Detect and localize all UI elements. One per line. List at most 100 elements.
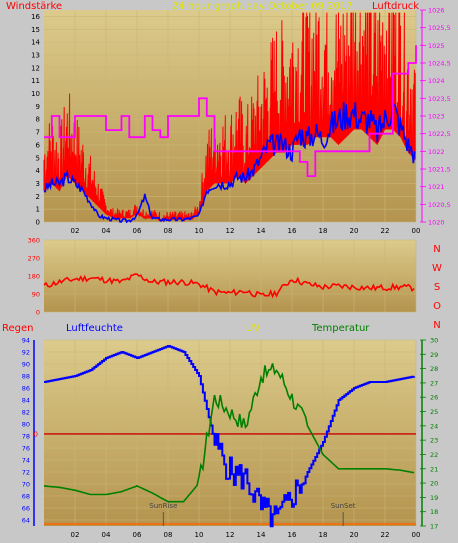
- temperature-axis-tick-label: 22: [430, 451, 438, 459]
- wind-x-tick-label: 10: [195, 227, 204, 235]
- sunrise-label: SunRise: [149, 502, 177, 510]
- wind-axis-tick-label: 9: [36, 103, 40, 111]
- humidity-x-tick-label: 02: [71, 531, 80, 539]
- wind-axis-tick-label: 4: [36, 167, 41, 175]
- pressure-axis-tick-label: 1026: [428, 7, 445, 15]
- temperature-axis-tick-label: 21: [430, 465, 438, 473]
- wind-x-tick-label: 08: [164, 227, 173, 235]
- humidity-x-tick-label: 18: [319, 531, 328, 539]
- temperature-axis-tick-label: 29: [430, 351, 438, 359]
- wind-x-tick-label: 18: [319, 227, 328, 235]
- pressure-axis-tick-label: 1020: [428, 219, 445, 227]
- humidity-axis-tick-label: 70: [22, 481, 30, 489]
- humidity-axis-tick-label: 86: [22, 385, 30, 393]
- wind-x-tick-label: 16: [288, 227, 297, 235]
- humidity-line: [44, 345, 416, 528]
- temperature-axis-tick-label: 26: [430, 394, 438, 402]
- pressure-axis-tick-label: 1024: [428, 77, 445, 85]
- wind-axis-tick-label: 13: [31, 51, 40, 59]
- wind-axis-tick-label: 1: [36, 206, 40, 214]
- temperature-axis-tick-label: 23: [430, 437, 438, 445]
- humidity-axis-tick-label: 66: [22, 505, 30, 513]
- wind-axis-tick-label: 11: [31, 77, 40, 85]
- humidity-x-tick-label: 16: [288, 531, 297, 539]
- wind-axis-tick-label: 2: [36, 193, 40, 201]
- humidity-axis-tick-label: 74: [22, 457, 30, 465]
- wind-axis-tick-label: 8: [36, 116, 40, 124]
- direction-axis-tick-label: 0: [36, 309, 40, 317]
- pressure-axis-tick-label: 1023: [428, 113, 445, 121]
- humidity-axis-tick-label: 88: [22, 373, 30, 381]
- humidity-axis-tick-label: 90: [22, 361, 30, 369]
- humidity-axis-tick-label: 94: [22, 337, 30, 345]
- temperature-axis-tick-label: 24: [430, 422, 438, 430]
- temperature-axis-tick-label: 20: [430, 480, 438, 488]
- wind-average-line: [43, 101, 416, 224]
- compass-letter: N: [433, 244, 440, 255]
- wind-axis-tick-label: 6: [36, 141, 41, 149]
- direction-axis-tick-label: 270: [28, 255, 40, 263]
- uv-axis-title: UV: [246, 323, 260, 334]
- humidity-x-tick-label: 20: [350, 531, 359, 539]
- wind-axis-tick-label: 12: [31, 64, 40, 72]
- pressure-axis-tick-label: 1025: [428, 42, 445, 50]
- rain-zero-label: 0: [34, 430, 38, 438]
- compass-letter: S: [434, 282, 440, 293]
- humidity-axis-tick-label: 80: [22, 421, 30, 429]
- temperature-axis-tick-label: 19: [430, 494, 438, 502]
- wind-axis-tick-label: 14: [31, 39, 40, 47]
- temperature-axis-tick-label: 27: [430, 379, 438, 387]
- pressure-axis-tick-label: 1022: [428, 148, 445, 156]
- wind-axis-title: Windstärke: [6, 1, 62, 12]
- wind-x-tick-label: 20: [350, 227, 359, 235]
- wind-axis-tick-label: 3: [36, 180, 40, 188]
- humidity-axis-tick-label: 68: [22, 493, 30, 501]
- direction-axis-tick-label: 360: [28, 237, 40, 245]
- humidity-axis-tick-label: 92: [22, 349, 30, 357]
- humidity-x-tick-label: 14: [257, 531, 266, 539]
- humidity-axis-tick-label: 72: [22, 469, 30, 477]
- wind-axis-tick-label: 10: [31, 90, 40, 98]
- humidity-axis-tick-label: 78: [22, 433, 30, 441]
- temperature-axis-tick-label: 30: [430, 337, 438, 345]
- wind-axis-tick-label: 5: [36, 154, 40, 162]
- humidity-x-tick-label: 10: [195, 531, 204, 539]
- direction-axis-tick-label: 90: [32, 291, 40, 299]
- wind-x-tick-label: 12: [226, 227, 235, 235]
- wind-x-tick-label: 22: [381, 227, 390, 235]
- temperature-axis-tick-label: 25: [430, 408, 438, 416]
- temperature-axis-tick-label: 18: [430, 508, 438, 516]
- compass-letter: N: [433, 320, 440, 331]
- wind-x-tick-label: 14: [257, 227, 266, 235]
- wind-direction-line: [43, 273, 415, 299]
- humidity-x-tick-label: 22: [381, 531, 390, 539]
- direction-axis-tick-label: 180: [28, 273, 40, 281]
- wind-axis-tick-label: 0: [36, 219, 40, 227]
- compass-letter: W: [432, 263, 442, 274]
- temperature-line: [43, 363, 415, 503]
- pressure-axis-tick-label: 1024,5: [428, 60, 451, 68]
- pressure-axis-tick-label: 1021: [428, 183, 445, 191]
- chart-title: 24 hour graph day October 09 2017: [172, 1, 353, 12]
- pressure-axis-tick-label: 1022,5: [428, 130, 451, 138]
- pressure-line: [44, 45, 417, 177]
- humidity-x-tick-label: 06: [133, 531, 142, 539]
- wind-x-tick-label: 06: [133, 227, 142, 235]
- rain-axis-title: Regen: [2, 323, 34, 334]
- humidity-x-tick-label: 00: [412, 531, 421, 539]
- sunset-label: SunSet: [331, 502, 356, 510]
- humidity-x-tick-label: 12: [226, 531, 235, 539]
- humidity-axis-tick-label: 64: [22, 517, 30, 525]
- compass-letter: O: [433, 301, 441, 312]
- wind-axis-tick-label: 16: [31, 13, 40, 21]
- temperature-axis-tick-label: 28: [430, 365, 438, 373]
- wind-x-tick-label: 02: [71, 227, 80, 235]
- humidity-x-tick-label: 04: [102, 531, 111, 539]
- pressure-axis-tick-label: 1025,5: [428, 24, 451, 32]
- wind-axis-tick-label: 7: [36, 129, 40, 137]
- wind-axis-tick-label: 15: [31, 26, 40, 34]
- humidity-axis-tick-label: 84: [22, 397, 30, 405]
- humidity-axis-title: Luftfeuchte: [66, 323, 123, 334]
- temperature-axis-title: Temperatur: [311, 323, 370, 334]
